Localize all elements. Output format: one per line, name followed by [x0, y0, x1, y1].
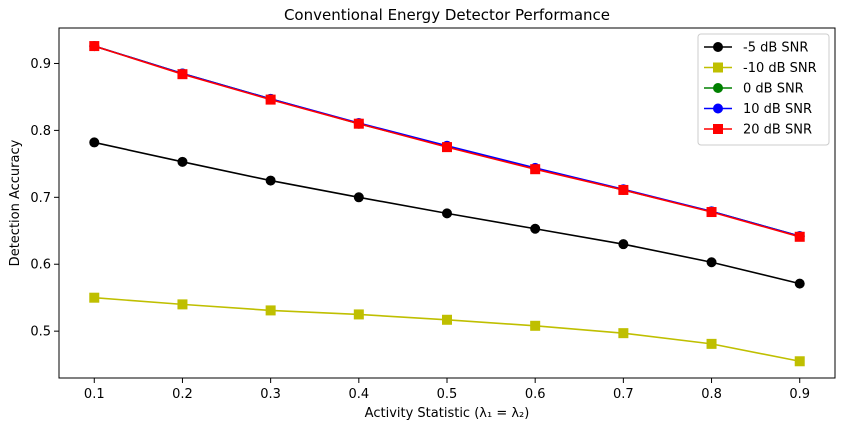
y-tick-label: 0.5 [30, 325, 51, 340]
series-line [94, 296, 800, 363]
y-tick-label: 0.6 [30, 258, 51, 273]
x-tick-label: 0.7 [613, 387, 634, 402]
x-tick-label: 0.2 [172, 387, 193, 402]
series-0 [89, 137, 805, 289]
data-point [706, 257, 717, 268]
data-point [530, 223, 541, 234]
data-point [442, 142, 452, 153]
data-point [618, 184, 629, 195]
legend-entry: -10 dB SNR [704, 61, 817, 76]
legend-marker [713, 62, 723, 73]
data-point [530, 164, 541, 175]
y-axis-title: Detection Accuracy [8, 139, 23, 266]
legend-label: 0 dB SNR [743, 82, 804, 97]
data-point [353, 118, 364, 129]
legend-entry: 20 dB SNR [704, 123, 812, 138]
data-point [706, 207, 717, 218]
data-point [618, 239, 629, 250]
legend-entry: 10 dB SNR [704, 102, 812, 117]
legend-marker [713, 124, 723, 134]
data-point [530, 320, 541, 331]
legend-label: -5 dB SNR [743, 41, 808, 56]
data-point [618, 328, 629, 339]
data-point [265, 305, 276, 316]
data-point [706, 338, 717, 349]
x-tick-label: 0.6 [525, 387, 546, 402]
x-tick-label: 0.9 [789, 387, 810, 402]
data-point [442, 314, 452, 325]
x-tick-label: 0.8 [701, 387, 722, 402]
y-tick-label: 0.7 [30, 191, 51, 206]
x-tick-label: 0.3 [260, 387, 281, 402]
data-point [265, 94, 276, 105]
y-tick-label: 0.8 [30, 124, 51, 139]
x-axis: 0.1 0.2 0.3 0.4 0.5 0.6 0.7 0.8 0.9 [84, 378, 810, 402]
data-point [177, 156, 188, 167]
legend: -5 dB SNR -10 dB SNR 0 dB SNR 10 dB SNR 20 d… [697, 33, 830, 146]
data-point [89, 41, 100, 52]
data-point [353, 192, 364, 203]
series-1 [89, 292, 805, 367]
data-point [177, 69, 188, 80]
x-tick-label: 0.5 [437, 387, 458, 402]
data-point [89, 292, 100, 303]
data-point [794, 231, 805, 242]
data-point [794, 356, 805, 367]
y-axis: 0.5 0.6 0.7 0.8 0.9 [30, 57, 59, 340]
legend-marker [713, 83, 723, 93]
data-point [794, 278, 805, 289]
x-axis-title: Activity Statistic (λ₁ = λ₂) [365, 406, 530, 421]
legend-label: -10 dB SNR [743, 61, 817, 76]
legend-label: 20 dB SNR [743, 123, 812, 138]
series-4 [89, 41, 805, 242]
plot-area [89, 41, 805, 367]
chart-title: Conventional Energy Detector Performance [284, 6, 610, 24]
legend-label: 10 dB SNR [743, 102, 812, 117]
legend-frame [697, 33, 830, 146]
legend-entry: 0 dB SNR [704, 82, 804, 97]
legend-entry: -5 dB SNR [704, 41, 808, 56]
data-point [353, 309, 364, 320]
legend-marker [713, 42, 723, 52]
data-point [265, 175, 276, 186]
y-tick-label: 0.9 [30, 57, 51, 72]
data-point [89, 137, 100, 148]
data-point [442, 208, 452, 219]
x-tick-label: 0.1 [84, 387, 105, 402]
data-point [177, 299, 188, 310]
legend-marker [713, 103, 723, 114]
x-tick-label: 0.4 [348, 387, 369, 402]
